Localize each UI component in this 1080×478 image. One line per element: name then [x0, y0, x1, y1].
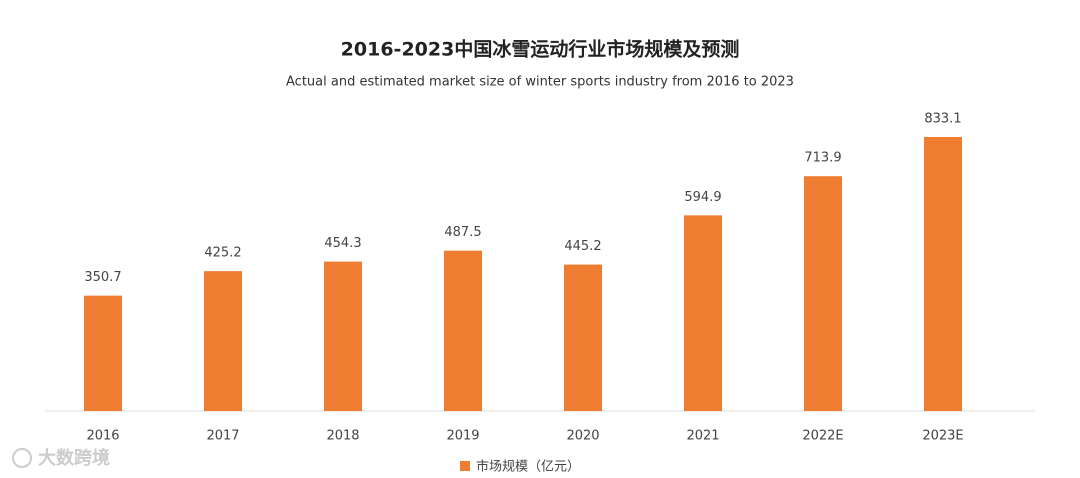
value-label: 445.2 [564, 239, 601, 254]
x-tick-label: 2019 [446, 429, 479, 444]
bar [444, 250, 482, 411]
bar [84, 295, 122, 411]
x-tick-label: 2022E [802, 429, 843, 444]
value-label: 713.9 [804, 151, 841, 166]
value-label: 833.1 [924, 112, 961, 127]
value-label: 425.2 [204, 246, 241, 261]
value-label: 487.5 [444, 225, 481, 240]
x-tick-label: 2016 [86, 429, 119, 444]
value-label: 454.3 [324, 236, 361, 251]
x-tick-label: 2021 [686, 429, 719, 444]
bar [204, 271, 242, 411]
value-label: 594.9 [684, 190, 721, 205]
bar [804, 176, 842, 411]
watermark: 大数跨境 [38, 447, 110, 469]
watermark-icon [12, 448, 32, 468]
legend-label: 市场规模（亿元） [476, 459, 580, 475]
bar [564, 264, 602, 411]
chart-subtitle: Actual and estimated market size of wint… [286, 75, 794, 90]
x-tick-label: 2020 [566, 429, 599, 444]
bar [684, 215, 722, 411]
x-tick-label: 2018 [326, 429, 359, 444]
x-tick-label: 2017 [206, 429, 239, 444]
x-tick-label: 2023E [922, 429, 963, 444]
bar [324, 261, 362, 411]
chart-title: 2016-2023中国冰雪运动行业市场规模及预测 [341, 38, 740, 61]
value-label: 350.7 [84, 270, 121, 285]
bar [924, 137, 962, 411]
legend-swatch [460, 461, 470, 471]
